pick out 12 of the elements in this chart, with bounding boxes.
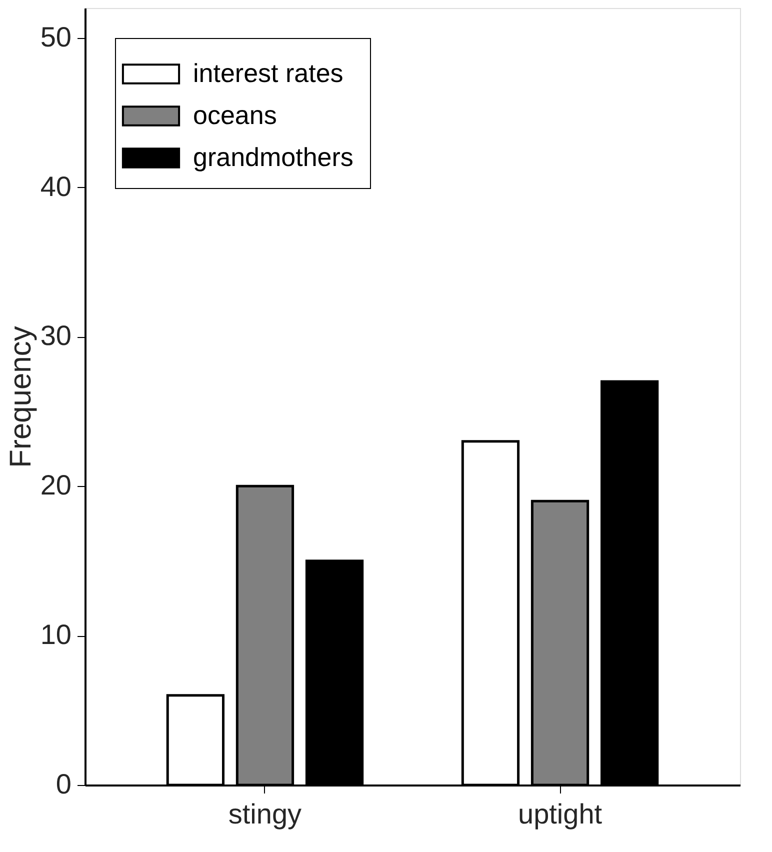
x-tick-label: uptight [518, 798, 602, 830]
legend-label: oceans [193, 100, 277, 130]
y-tick-label: 20 [40, 470, 72, 501]
y-axis-title: Frequency [4, 326, 38, 468]
y-tick-label: 40 [40, 170, 72, 202]
y-tick-label: 0 [56, 768, 72, 800]
legend-label: interest rates [193, 58, 344, 88]
y-tick-label: 30 [40, 320, 72, 352]
y-tick-label: 50 [40, 21, 72, 52]
y-tick-label: 10 [40, 619, 72, 650]
legend-label: grandmothers [193, 142, 354, 172]
x-tick-label: stingy [228, 798, 302, 830]
